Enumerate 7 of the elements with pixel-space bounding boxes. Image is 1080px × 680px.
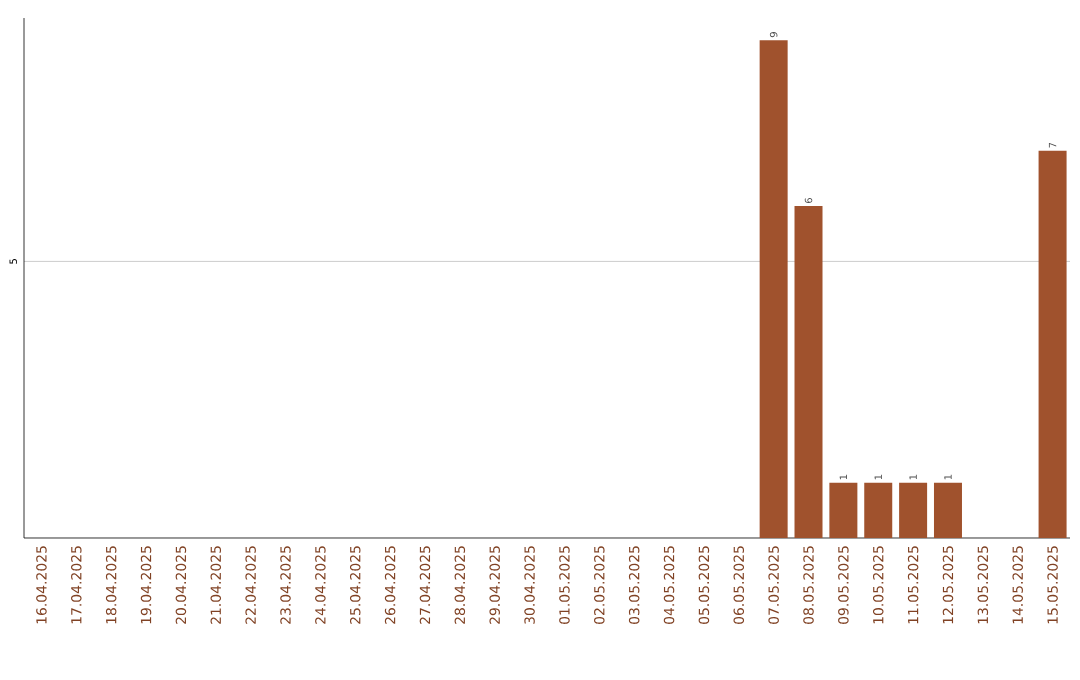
bar xyxy=(759,40,788,538)
bar xyxy=(899,482,928,538)
bar xyxy=(1038,150,1067,538)
bar xyxy=(829,482,858,538)
bar xyxy=(864,482,893,538)
bar xyxy=(794,206,823,538)
bar xyxy=(933,482,962,538)
